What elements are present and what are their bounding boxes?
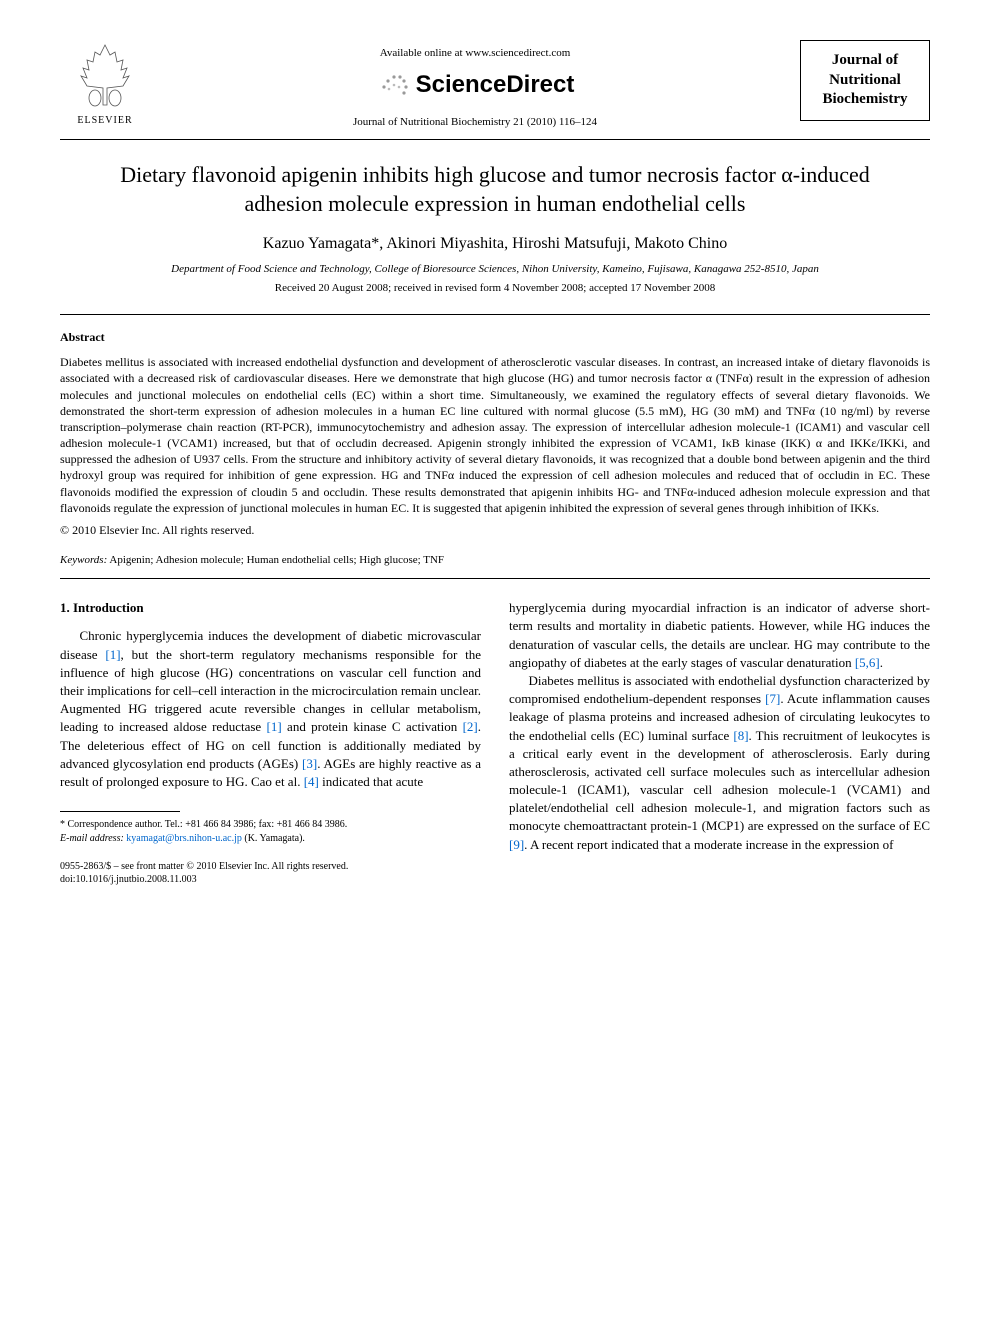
abstract-copyright: © 2010 Elsevier Inc. All rights reserved… <box>60 522 930 539</box>
column-right: hyperglycemia during myocardial infracti… <box>509 599 930 886</box>
available-online-text: Available online at www.sciencedirect.co… <box>150 46 800 61</box>
email-line: E-mail address: kyamagat@brs.nihon-u.ac.… <box>60 832 481 846</box>
text-run: and protein kinase C activation <box>282 719 463 734</box>
journal-title-box: Journal of Nutritional Biochemistry <box>800 40 930 121</box>
sciencedirect-swirl-icon <box>376 67 410 101</box>
affiliation: Department of Food Science and Technolog… <box>60 262 930 277</box>
pre-abstract-rule <box>60 314 930 315</box>
article-dates: Received 20 August 2008; received in rev… <box>60 281 930 296</box>
citation-link[interactable]: [7] <box>765 691 780 706</box>
header-rule <box>60 139 930 140</box>
elsevier-tree-icon <box>75 40 135 110</box>
corr-author-line: * Correspondence author. Tel.: +81 466 8… <box>60 818 481 832</box>
citation-link[interactable]: [5,6] <box>855 655 880 670</box>
email-label: E-mail address: <box>60 833 124 844</box>
article-title: Dietary flavonoid apigenin inhibits high… <box>100 160 890 219</box>
sciencedirect-text: ScienceDirect <box>416 68 575 102</box>
post-abstract-rule <box>60 578 930 579</box>
publisher-header: ELSEVIER Available online at www.science… <box>60 40 930 131</box>
keywords-label: Keywords: <box>60 554 107 566</box>
citation-link[interactable]: [9] <box>509 837 524 852</box>
text-run: indicated that acute <box>319 774 423 789</box>
sciencedirect-logo: ScienceDirect <box>150 67 800 101</box>
email-link[interactable]: kyamagat@brs.nihon-u.ac.jp <box>126 833 242 844</box>
text-run: . <box>880 655 883 670</box>
correspondence-footnote: * Correspondence author. Tel.: +81 466 8… <box>60 818 481 846</box>
elsevier-logo-block: ELSEVIER <box>60 40 150 128</box>
citation-link[interactable]: [1] <box>267 719 282 734</box>
author-list: Kazuo Yamagata*, Akinori Miyashita, Hiro… <box>60 233 930 255</box>
elsevier-label: ELSEVIER <box>77 114 132 128</box>
journal-box-line: Biochemistry <box>809 90 921 110</box>
section-heading-intro: 1. Introduction <box>60 599 481 617</box>
abstract-heading: Abstract <box>60 329 930 346</box>
text-run: . This recruitment of leukocytes is a cr… <box>509 728 930 834</box>
intro-paragraph-cont: hyperglycemia during myocardial infracti… <box>509 599 930 672</box>
column-left: 1. Introduction Chronic hyperglycemia in… <box>60 599 481 886</box>
keywords-line: Keywords: Apigenin; Adhesion molecule; H… <box>60 553 930 568</box>
article-footer: 0955-2863/$ – see front matter © 2010 El… <box>60 860 481 886</box>
citation-link[interactable]: [1] <box>105 647 120 662</box>
journal-box-line: Nutritional <box>809 71 921 91</box>
citation-link[interactable]: [3] <box>302 756 317 771</box>
authors-text: Kazuo Yamagata*, Akinori Miyashita, Hiro… <box>263 235 727 252</box>
journal-box-line: Journal of <box>809 51 921 71</box>
email-suffix: (K. Yamagata). <box>244 833 305 844</box>
body-columns: 1. Introduction Chronic hyperglycemia in… <box>60 599 930 886</box>
citation-link[interactable]: [4] <box>304 774 319 789</box>
keywords-text: Apigenin; Adhesion molecule; Human endot… <box>109 554 444 566</box>
citation-link[interactable]: [2] <box>463 719 478 734</box>
copyright-footer: 0955-2863/$ – see front matter © 2010 El… <box>60 860 481 873</box>
citation-link[interactable]: [8] <box>733 728 748 743</box>
abstract-body: Diabetes mellitus is associated with inc… <box>60 354 930 516</box>
doi-line: doi:10.1016/j.jnutbio.2008.11.003 <box>60 873 481 886</box>
intro-paragraph: Diabetes mellitus is associated with end… <box>509 672 930 854</box>
intro-paragraph: Chronic hyperglycemia induces the develo… <box>60 627 481 791</box>
journal-citation: Journal of Nutritional Biochemistry 21 (… <box>150 115 800 130</box>
text-run: . A recent report indicated that a moder… <box>524 837 893 852</box>
footnote-rule <box>60 811 180 812</box>
sciencedirect-block: Available online at www.sciencedirect.co… <box>150 40 800 131</box>
